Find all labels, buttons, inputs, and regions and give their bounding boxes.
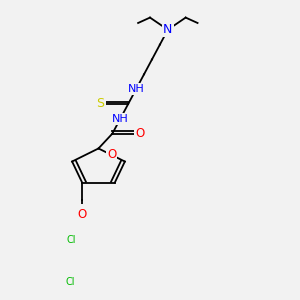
Text: Cl: Cl — [65, 278, 75, 287]
Text: S: S — [97, 98, 104, 110]
Text: NH: NH — [112, 114, 129, 124]
Text: N: N — [163, 23, 172, 36]
Text: O: O — [136, 127, 145, 140]
Text: O: O — [107, 148, 116, 161]
Text: O: O — [78, 208, 87, 221]
Text: Cl: Cl — [67, 235, 76, 245]
Text: NH: NH — [112, 114, 129, 124]
Text: NH: NH — [128, 84, 145, 94]
